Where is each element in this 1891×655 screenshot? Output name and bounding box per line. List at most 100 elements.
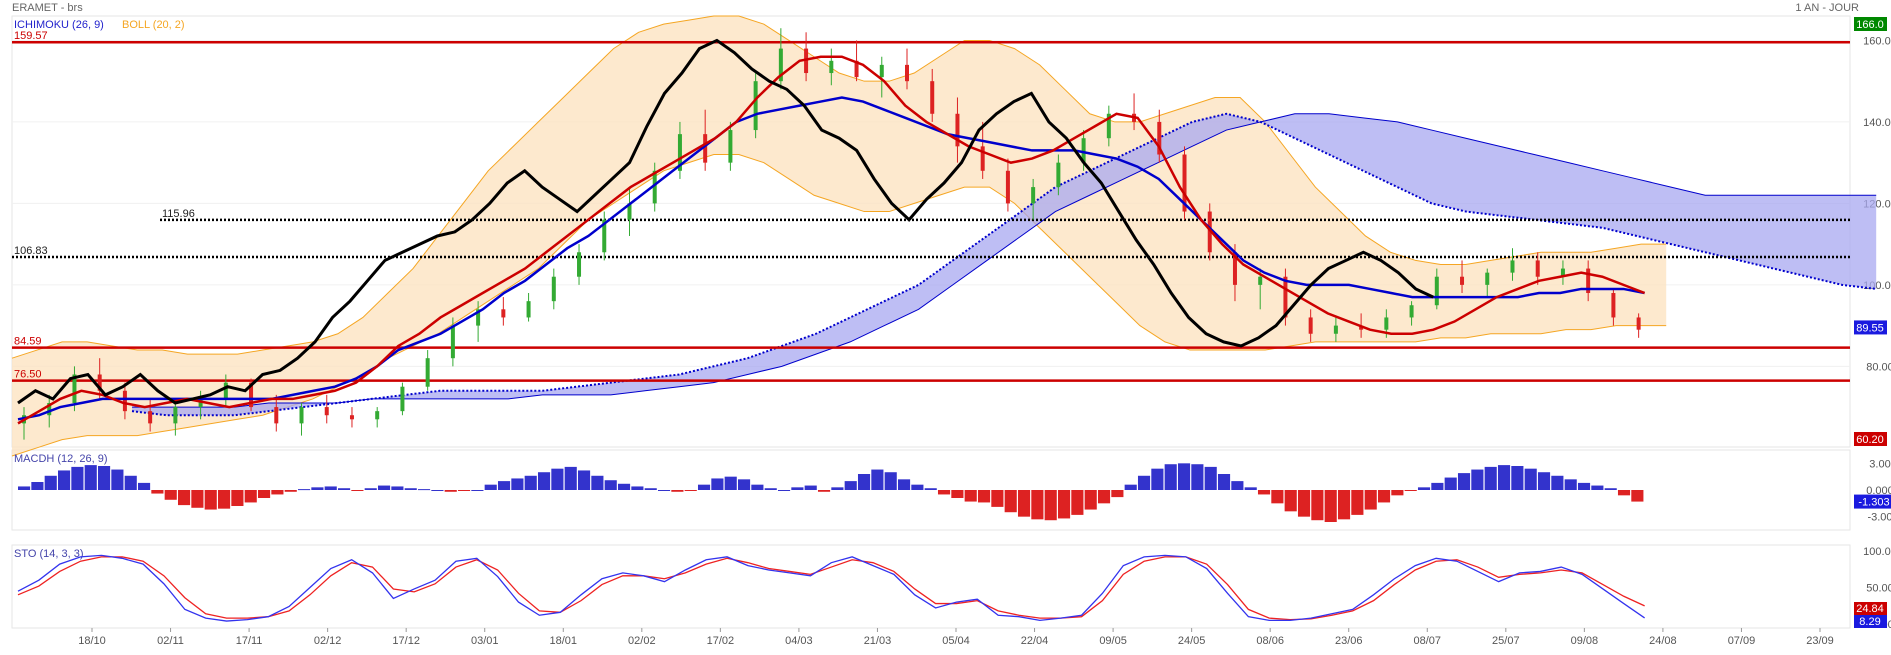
candle-body (97, 374, 102, 391)
x-tick-label: 23/06 (1335, 635, 1363, 647)
macdh-bar (951, 490, 964, 498)
candle-body (1485, 272, 1490, 285)
candle-body (1232, 252, 1237, 285)
macdh-bar (191, 490, 204, 508)
macdh-bar (1017, 490, 1031, 517)
candle-body (1359, 325, 1364, 330)
macdh-bar (1084, 490, 1097, 510)
macdh-bar (377, 485, 391, 490)
candle-body (1005, 170, 1010, 204)
macdh-bar (1591, 485, 1604, 490)
macdh-bar (1364, 490, 1377, 510)
x-tick-label: 07/09 (1728, 635, 1756, 647)
x-tick-label: 22/04 (1021, 635, 1049, 647)
macdh-bar (1151, 468, 1164, 490)
macdh-bar (1177, 463, 1191, 490)
macdh-bar (18, 486, 31, 490)
candle-body (198, 398, 203, 408)
indicator-legend-label: BOLL (20, 2) (122, 19, 185, 31)
macdh-bar (1004, 490, 1017, 513)
macdh-bar (631, 486, 644, 490)
candle-body (425, 358, 430, 387)
macdh-bar (137, 482, 151, 490)
macdh-bar (897, 479, 911, 490)
candle-body (854, 60, 859, 78)
macdh-bar (657, 490, 671, 491)
x-tick-label: 18/01 (550, 635, 578, 647)
ichimoku-senkou-b (131, 112, 1877, 417)
x-tick-label: 24/08 (1649, 635, 1677, 647)
candle-body (1081, 138, 1086, 163)
macdh-bar (964, 490, 977, 502)
macdh-bar (1217, 474, 1231, 490)
macdh-bar (924, 488, 937, 490)
macdh-title: MACDH (12, 26, 9) (14, 453, 108, 465)
candle-body (1182, 154, 1187, 212)
candle-body (1031, 187, 1036, 204)
close-line (17, 38, 1434, 405)
price-tag-bottom-bg (1854, 432, 1887, 446)
macdh-bar (1417, 487, 1431, 490)
candle-body (1258, 276, 1263, 285)
macdh-bar (1524, 468, 1537, 490)
candle-body (980, 146, 985, 171)
x-tick-label: 24/05 (1178, 635, 1206, 647)
candle-body (753, 81, 758, 131)
macdh-bar (1231, 481, 1244, 490)
macdh-bar (1191, 464, 1204, 490)
candle-body (577, 252, 582, 277)
indicator-legend-label: ICHIMOKU (26, 9) (14, 19, 104, 31)
macdh-y-tick-label: 0.000 (1866, 485, 1891, 497)
level-label: 76.50 (14, 369, 42, 381)
candle-body (1308, 317, 1313, 334)
x-tick-label: 09/05 (1099, 635, 1127, 647)
macdh-bar (751, 484, 764, 490)
macdh-bar (1271, 490, 1284, 504)
candle-body (501, 309, 506, 318)
macdh-bar (71, 466, 84, 490)
candle-body (677, 134, 682, 171)
macdh-last-tag-bg (1854, 494, 1891, 509)
macdh-bar (511, 478, 524, 490)
macdh-bar (524, 475, 537, 490)
candle-body (1409, 305, 1414, 318)
macdh-bar (1257, 490, 1271, 495)
chart-symbol-title: ERAMET - brs (12, 2, 83, 14)
macdh-bar (1351, 490, 1364, 515)
candle-body (1586, 268, 1591, 294)
macdh-bar (1577, 482, 1591, 490)
macdh-bar (1324, 490, 1337, 522)
candle-body (1636, 317, 1641, 330)
price-tag-top: 166.0 (1856, 19, 1884, 31)
price-y-tick-label: 80.00 (1866, 361, 1891, 373)
x-tick-label: 02/12 (314, 635, 342, 647)
sto-d-tag-bg (1854, 602, 1887, 615)
candle-body (299, 407, 304, 424)
macdh-bar (564, 466, 577, 490)
candle-body (72, 374, 77, 404)
macdh-bar (404, 488, 417, 490)
macdh-bar (44, 475, 57, 490)
macdh-bar (57, 470, 71, 490)
macdh-bar (84, 465, 97, 490)
macdh-bar (351, 490, 364, 491)
macdh-y-tick-label: 3.00 (1869, 458, 1890, 470)
chart-period-label: 1 AN - JOUR (1795, 2, 1859, 14)
macdh-bar (1431, 482, 1444, 490)
macdh-bar (471, 490, 484, 491)
candle-body (375, 411, 380, 420)
macdh-bar (644, 488, 657, 490)
macdh-bar (1377, 490, 1391, 503)
macdh-bar (1337, 490, 1351, 520)
x-tick-label: 17/12 (392, 635, 420, 647)
macdh-bar (777, 490, 791, 491)
x-tick-label: 18/10 (78, 635, 106, 647)
candle-body (703, 134, 708, 163)
x-tick-label: 02/02 (628, 635, 656, 647)
bollinger-band-fill (12, 16, 1667, 456)
macdh-bar (244, 490, 257, 503)
candle-body (1535, 260, 1540, 277)
x-tick-label: 09/08 (1571, 635, 1599, 647)
macdh-bar (1537, 472, 1551, 490)
